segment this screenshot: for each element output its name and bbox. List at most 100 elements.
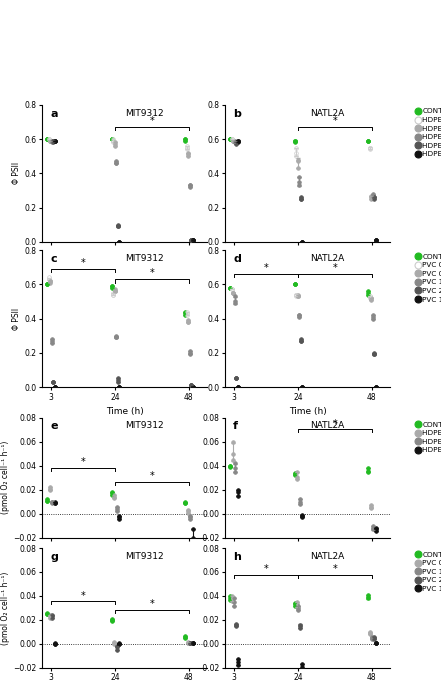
Point — [234, 136, 241, 147]
Point — [293, 289, 300, 300]
Point — [232, 136, 239, 147]
Point — [368, 292, 375, 303]
Point — [234, 656, 241, 667]
Point — [232, 458, 239, 469]
Point — [114, 221, 121, 232]
Point — [189, 637, 196, 648]
Point — [187, 380, 194, 391]
Legend: CONTROL, PVC 0.5%, PVC 1%, PVC 2%, PVC 10%: CONTROL, PVC 0.5%, PVC 1%, PVC 2%, PVC 1… — [416, 551, 441, 592]
Point — [366, 627, 374, 638]
Point — [232, 618, 239, 629]
Point — [227, 594, 234, 605]
Point — [368, 292, 375, 303]
Point — [227, 590, 234, 601]
Point — [228, 134, 235, 145]
Point — [112, 158, 120, 169]
Point — [370, 521, 377, 532]
Point — [372, 234, 379, 246]
Point — [294, 466, 301, 477]
Point — [295, 605, 302, 616]
Point — [233, 373, 240, 384]
Point — [46, 611, 53, 622]
Point — [111, 638, 118, 649]
Text: h: h — [233, 551, 241, 562]
Point — [50, 136, 57, 147]
Point — [116, 236, 123, 247]
Point — [110, 136, 117, 147]
Point — [228, 284, 235, 295]
Point — [294, 290, 301, 301]
Point — [227, 282, 234, 293]
Point — [296, 496, 303, 507]
Point — [111, 493, 118, 503]
Point — [47, 275, 54, 286]
Point — [230, 288, 237, 299]
Point — [234, 484, 241, 495]
Point — [116, 513, 123, 524]
Point — [184, 507, 191, 518]
Point — [184, 637, 191, 648]
Point — [294, 289, 301, 300]
Legend: CONTROL, HDPE 6.25%, HDPE 12.5%, HDPE 50%: CONTROL, HDPE 6.25%, HDPE 12.5%, HDPE 50… — [416, 421, 441, 453]
Point — [372, 382, 379, 393]
Point — [232, 137, 239, 148]
Point — [183, 306, 190, 317]
Point — [232, 137, 239, 148]
Point — [370, 192, 377, 203]
Text: *: * — [81, 457, 86, 467]
Point — [187, 380, 194, 391]
Point — [296, 494, 303, 505]
Point — [46, 482, 53, 493]
Point — [182, 310, 189, 321]
Point — [295, 180, 303, 191]
Text: *: * — [150, 116, 154, 127]
Point — [293, 147, 300, 158]
Point — [51, 497, 58, 508]
Point — [45, 134, 52, 145]
Point — [291, 136, 298, 147]
Point — [365, 289, 372, 300]
Point — [370, 194, 377, 205]
Point — [182, 306, 189, 317]
Point — [233, 137, 240, 148]
Point — [370, 524, 377, 535]
Text: *: * — [150, 471, 154, 482]
Point — [369, 192, 376, 203]
Point — [111, 286, 118, 297]
Text: a: a — [50, 109, 58, 119]
Point — [47, 277, 54, 288]
Point — [183, 310, 190, 321]
Text: g: g — [50, 551, 58, 562]
Point — [227, 134, 234, 145]
Point — [297, 334, 304, 345]
Point — [365, 288, 372, 299]
Text: *: * — [264, 564, 269, 574]
Point — [228, 134, 235, 145]
Point — [186, 182, 193, 192]
Point — [366, 629, 374, 640]
Point — [366, 142, 373, 153]
Point — [186, 349, 193, 360]
Text: *: * — [264, 263, 269, 273]
Point — [49, 612, 56, 623]
Point — [229, 593, 236, 604]
Point — [365, 593, 372, 604]
Point — [293, 599, 300, 610]
Point — [182, 496, 189, 507]
Point — [294, 473, 301, 484]
Point — [234, 382, 241, 393]
Text: MIT9312: MIT9312 — [125, 109, 164, 118]
Legend: CONTROL, PVC 0.25%, PVC 0.5%, PVC 1%, PVC 2%, PVC 10%: CONTROL, PVC 0.25%, PVC 0.5%, PVC 1%, PV… — [416, 253, 441, 303]
Point — [230, 136, 237, 147]
Point — [184, 636, 191, 647]
Point — [368, 632, 375, 643]
Point — [44, 134, 51, 145]
Point — [230, 288, 237, 299]
Point — [116, 638, 123, 649]
Point — [113, 503, 120, 514]
Point — [227, 460, 234, 471]
Point — [114, 219, 121, 230]
Point — [369, 310, 376, 321]
Point — [370, 632, 377, 643]
Point — [185, 149, 192, 160]
